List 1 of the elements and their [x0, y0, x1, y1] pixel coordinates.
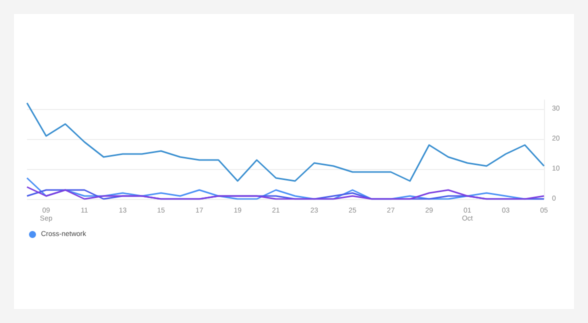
line-series — [26, 102, 545, 182]
